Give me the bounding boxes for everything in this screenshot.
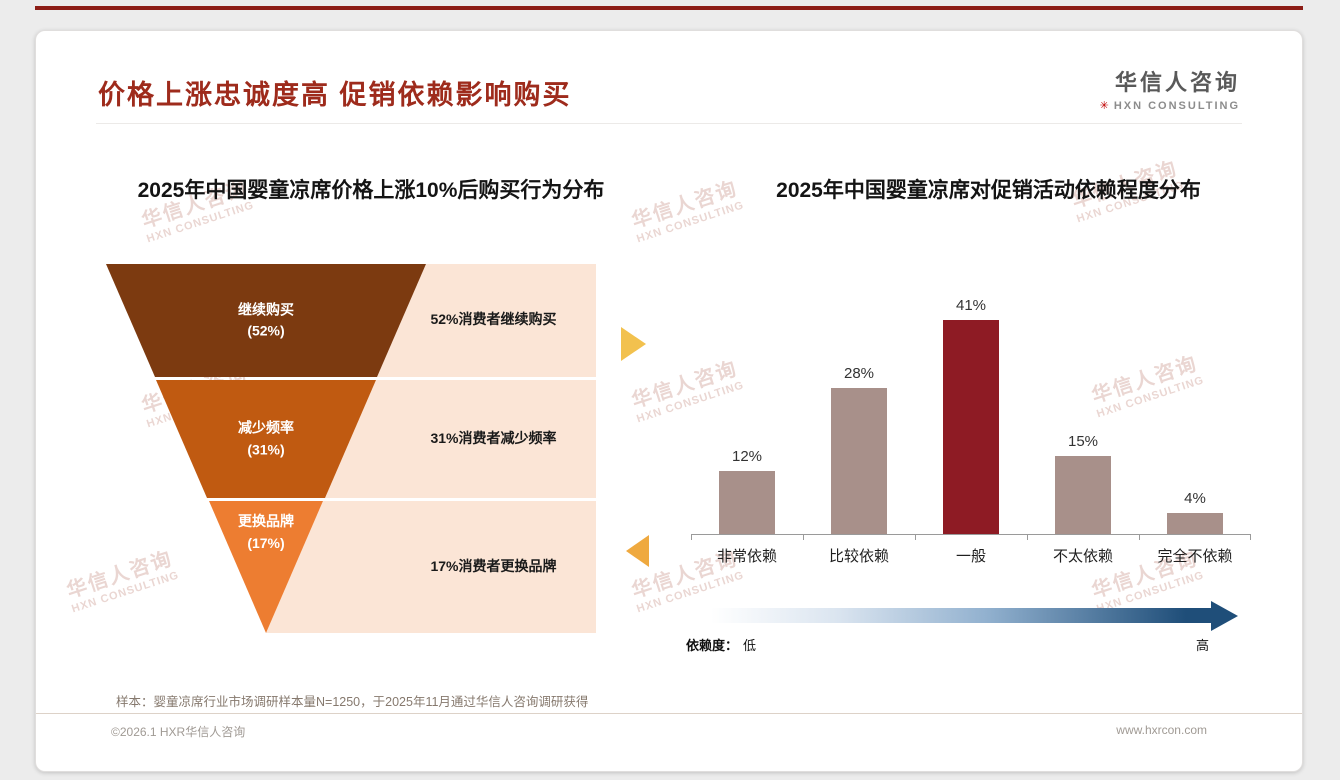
footer-divider [36, 713, 1302, 714]
funnel-chart: 继续购买 (52%) 减少频率 (31%) 更换品牌 (17%) 52%消费者继续购买… [106, 264, 596, 633]
bar-value-label: 15% [1067, 433, 1099, 450]
bar-slot: 15% [1027, 279, 1139, 534]
arrow-left-icon [626, 535, 649, 567]
dependency-legend-label: 依赖度： [686, 638, 739, 653]
axis-tick [803, 535, 804, 540]
axis-tick [915, 535, 916, 540]
dependency-low-label: 低 [743, 638, 757, 653]
bar-very-dependent [719, 471, 775, 534]
bar-slot: 28% [803, 279, 915, 534]
bar-value-label: 41% [955, 297, 987, 314]
logo-mark-icon: ✳ [1099, 100, 1111, 112]
axis-tick [1250, 535, 1251, 540]
sample-footnote: 样本：婴童凉席行业市场调研样本量N=1250，于2025年11月通过华信人咨询调… [116, 695, 589, 709]
category-label: 完全不依赖 [1157, 548, 1233, 565]
bar-value-label: 12% [731, 448, 763, 465]
funnel-segment-continue: 继续购买 (52%) [106, 264, 426, 377]
top-accent-rule [35, 6, 1303, 10]
funnel-segment-label: 更换品牌 (17%) [238, 513, 294, 551]
x-axis-category-labels: 非常依赖 比较依赖 一般 不太依赖 完全不依赖 [691, 545, 1251, 566]
dependency-high-label: 高 [1196, 638, 1210, 653]
funnel-annotation-panel [325, 380, 596, 498]
funnel-annotation-panel [266, 501, 596, 633]
bar-value-label: 28% [843, 365, 875, 382]
x-axis-line [691, 534, 1251, 535]
bar-not-dependent [1167, 513, 1223, 534]
axis-tick [1027, 535, 1028, 540]
axis-tick [691, 535, 692, 540]
bar-chart-plot: 12% 28% 41% 15% 4% [691, 279, 1251, 534]
bar-slot: 41% [915, 279, 1027, 534]
funnel-chart-title: 2025年中国婴童凉席价格上涨10%后购买行为分布 [137, 179, 605, 202]
funnel-annotation: 52%消费者继续购买 [430, 311, 557, 328]
copyright-text: ©2026.1 HXR华信人咨询 [111, 725, 246, 739]
logo-tagline: ✳ HXN CONSULTING [1099, 100, 1240, 112]
website-link[interactable]: www.hxrcon.com [1116, 723, 1207, 737]
dependency-gradient-bar [711, 608, 1211, 623]
arrow-right-icon [621, 327, 646, 361]
funnel-annotation: 31%消费者减少频率 [430, 430, 557, 447]
category-label: 一般 [955, 548, 986, 565]
bar-chart-title: 2025年中国婴童凉席对促销活动依赖程度分布 [776, 179, 1201, 202]
bar-neutral [943, 320, 999, 534]
bar-fairly-dependent [831, 388, 887, 534]
company-logo: 华信人咨询 ✳ HXN CONSULTING [1100, 65, 1240, 112]
bar-slot: 4% [1139, 279, 1251, 534]
funnel-segment-label: 继续购买 (52%) [238, 300, 294, 339]
axis-tick [1139, 535, 1140, 540]
bar-slot: 12% [691, 279, 803, 534]
slide-card: 华信人咨询 HXN CONSULTING 华信人咨询 HXN CONSULTING … [35, 30, 1303, 772]
logo-name: 华信人咨询 [1114, 70, 1240, 95]
page-title: 价格上涨忠诚度高 促销依赖影响购买 [98, 80, 572, 110]
category-label: 比较依赖 [828, 548, 889, 565]
bar-less-dependent [1055, 456, 1111, 534]
bar-value-label: 4% [1184, 490, 1206, 507]
dependency-gradient-arrowhead [1211, 601, 1238, 631]
funnel-annotation: 17%消费者更换品牌 [430, 558, 557, 575]
header-divider [96, 123, 1242, 124]
funnel-segment-label: 减少频率 (31%) [238, 419, 294, 457]
category-label: 不太依赖 [1052, 548, 1113, 565]
category-label: 非常依赖 [716, 548, 777, 565]
